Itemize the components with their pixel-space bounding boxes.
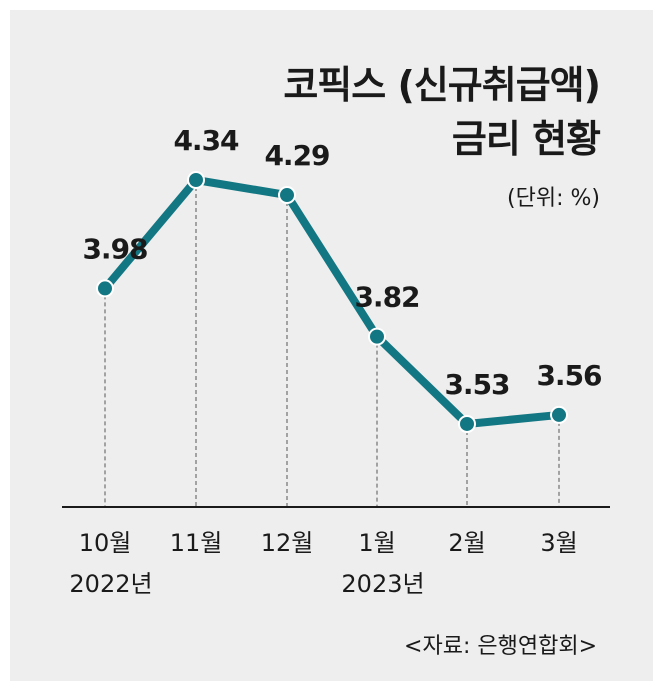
source-note: <자료: 은행연합회> — [404, 634, 597, 659]
data-label: 4.29 — [264, 139, 329, 172]
chart-title-line-1: 코픽스 (신규취급액) — [283, 63, 601, 107]
data-label: 4.34 — [173, 124, 239, 157]
chart-card: 코픽스 (신규취급액) 금리 현황 (단위: %) 3.98 4.34 4.29 3.… — [10, 10, 653, 681]
unit-label: (단위: %) — [507, 186, 600, 211]
x-tick-label: 10월 — [79, 529, 132, 557]
data-point — [96, 279, 114, 298]
data-point — [550, 405, 568, 424]
data-point — [187, 171, 205, 189]
x-tick-label: 3월 — [540, 529, 577, 557]
data-point — [458, 414, 476, 433]
chart-title-line-2: 금리 현황 — [451, 117, 601, 161]
drop-lines — [104, 180, 560, 507]
x-year-label: 2023년 — [341, 570, 424, 598]
x-tick-labels: 10월 2022년 11월 12월 1월 2023년 2월 3월 — [69, 529, 577, 598]
series-line — [101, 176, 563, 428]
x-tick-label: 11월 — [170, 529, 223, 557]
x-year-label: 2022년 — [69, 570, 152, 598]
data-points — [96, 171, 568, 433]
data-point — [368, 327, 386, 346]
data-label: 3.56 — [536, 359, 601, 392]
x-tick-label: 2월 — [448, 529, 485, 557]
data-label: 3.98 — [82, 232, 147, 265]
data-label: 3.53 — [444, 368, 509, 401]
x-tick-label: 1월 — [358, 529, 395, 557]
data-label: 3.82 — [354, 281, 419, 314]
data-labels: 3.98 4.34 4.29 3.82 3.53 3.56 — [82, 124, 602, 401]
x-tick-label: 12월 — [261, 529, 314, 557]
data-point — [278, 186, 296, 205]
